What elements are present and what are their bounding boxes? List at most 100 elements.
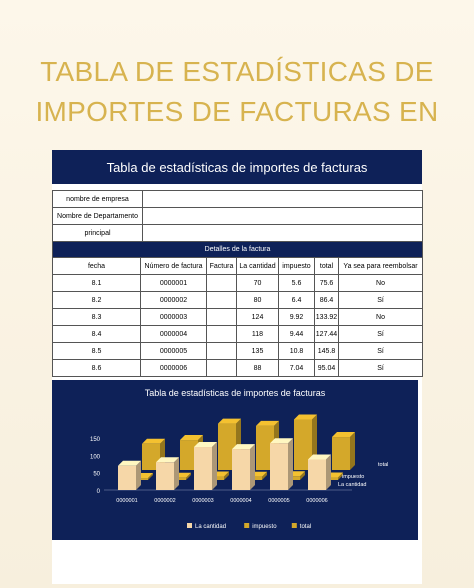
table-cell: 118 (236, 325, 279, 343)
table-cell (206, 308, 237, 326)
y-tick-label: 50 (93, 472, 100, 478)
table-cell: 135 (236, 342, 279, 360)
bar-top (180, 435, 203, 441)
bar-chart: 0 50 100 150 0000001 0000002 0000003 0000004 000… (90, 414, 388, 530)
bar-top (256, 420, 279, 426)
bar-top (142, 438, 165, 444)
info-value[interactable] (142, 190, 423, 208)
bar-total (294, 419, 312, 470)
series-depth-label: La cantidad (338, 482, 366, 488)
info-label: nombre de empresa (52, 190, 143, 208)
table-cell: Sí (337, 359, 424, 377)
series-depth-label: total (378, 462, 388, 468)
bar-side (186, 472, 191, 480)
table-row: 8.2 0000002 80 6.4 86.4 Sí (52, 291, 424, 309)
bar-side (224, 471, 229, 480)
col-header: Factura (206, 257, 237, 275)
table-row: 8.5 0000005 135 10.8 145.8 Sí (52, 342, 424, 360)
table-row: 8.1 0000001 70 5.6 75.6 No (52, 274, 424, 292)
details-table: Detalles de la factura fecha Número de f… (51, 241, 424, 377)
bar-total (142, 443, 160, 470)
info-value[interactable] (142, 224, 423, 242)
table-cell: 10.8 (278, 342, 315, 360)
table-cell: 0000005 (140, 342, 207, 360)
table-cell: 145.8 (314, 342, 339, 360)
table-cell: 127.44 (314, 325, 339, 343)
page-title-line2: IMPORTES DE FACTURAS EN (35, 96, 439, 127)
table-cell: 75.6 (314, 274, 339, 292)
table-cell: 0000003 (140, 308, 207, 326)
legend-label: total (300, 524, 311, 530)
table-cell: 80 (236, 291, 279, 309)
bar-side (136, 460, 141, 490)
page-title-line1: TABLA DE ESTADÍSTICAS DE (40, 56, 434, 87)
bar-top (118, 460, 141, 466)
y-tick-label: 0 (97, 489, 101, 495)
table-cell: 0000004 (140, 325, 207, 343)
chart-title: Tabla de estadísticas de importes de fac… (144, 388, 326, 398)
table-cell: No (337, 308, 424, 326)
bar-top (232, 444, 255, 450)
table-cell: 0000001 (140, 274, 207, 292)
col-header: impuesto (278, 257, 315, 275)
bar-top (308, 454, 331, 460)
bar-side (174, 457, 179, 490)
bar-la-cantidad (308, 459, 326, 490)
table-cell: 133.92 (314, 308, 339, 326)
bar-top (194, 442, 217, 448)
bar-la-cantidad (232, 449, 250, 490)
col-header: fecha (52, 257, 141, 275)
legend-swatch (244, 523, 250, 528)
series-depth-label: impuesto (342, 474, 364, 480)
table-cell: 6.4 (278, 291, 315, 309)
table-cell: 8.4 (52, 325, 141, 343)
table-cell: 8.5 (52, 342, 141, 360)
bar-top (218, 418, 241, 424)
table-cell: 8.2 (52, 291, 141, 309)
x-tick-label: 0000005 (268, 498, 289, 504)
info-value[interactable] (142, 207, 423, 225)
table-cell: Sí (337, 342, 424, 360)
table-cell: 5.6 (278, 274, 315, 292)
details-band: Detalles de la factura (51, 241, 424, 258)
page-title: TABLA DE ESTADÍSTICAS DE IMPORTES DE FAC… (0, 52, 474, 132)
table-cell: 8.3 (52, 308, 141, 326)
table-cell: 9.44 (278, 325, 315, 343)
legend-swatch (291, 523, 297, 528)
table-cell (206, 359, 237, 377)
table-cell (206, 291, 237, 309)
bar-side (262, 471, 267, 480)
info-row: principal (52, 224, 423, 242)
table-row: 8.6 0000006 88 7.04 95.04 Sí (52, 359, 424, 377)
info-row: Nombre de Departamento (52, 207, 423, 225)
x-tick-label: 0000002 (154, 498, 175, 504)
table-body: 8.1 0000001 70 5.6 75.6 No 8.2 0000002 80 6.4 86.4… (52, 274, 424, 377)
x-tick-label: 0000001 (116, 498, 137, 504)
y-tick-label: 100 (90, 454, 101, 460)
x-tick-label: 0000004 (230, 498, 251, 504)
x-tick-label: 0000003 (192, 498, 213, 504)
legend-label: La cantidad (195, 524, 226, 530)
table-cell (206, 342, 237, 360)
info-row: nombre de empresa (52, 190, 423, 208)
bar-total (332, 437, 350, 470)
bar-side (350, 432, 355, 470)
info-table: nombre de empresa Nombre de Departamento… (52, 190, 423, 242)
legend-label: impuesto (252, 524, 277, 530)
bar-la-cantidad (156, 462, 174, 490)
bar-side (212, 442, 217, 490)
bar-top (156, 457, 179, 463)
table-cell: Sí (337, 291, 424, 309)
bar-top (270, 438, 293, 444)
x-tick-label: 0000006 (306, 498, 327, 504)
bar-side (338, 472, 343, 480)
table-cell: 124 (236, 308, 279, 326)
table-cell: 70 (236, 274, 279, 292)
chart-panel: Tabla de estadísticas de importes de fac… (52, 380, 418, 540)
y-tick-label: 150 (90, 437, 101, 443)
bar-side (326, 454, 331, 490)
table-row: 8.3 0000003 124 9.92 133.92 No (52, 308, 424, 326)
col-header: Ya sea para reembolsar (337, 257, 424, 275)
legend-swatch (187, 523, 192, 528)
bar-la-cantidad (194, 447, 212, 490)
